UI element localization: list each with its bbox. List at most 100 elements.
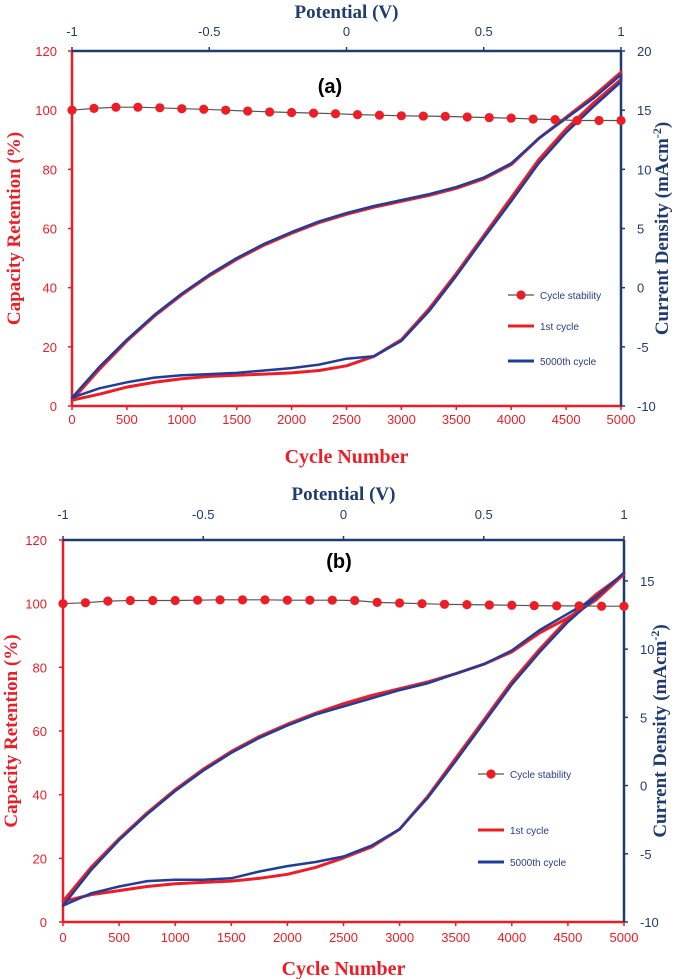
cycle-stability-point (308, 108, 319, 118)
right-axis-title: Current Density (mAcm-2) (650, 122, 673, 335)
cycle-stability-point (506, 113, 516, 123)
cycle-stability-point (440, 111, 450, 121)
cycle-stability-point (282, 595, 292, 605)
cycle-stability-point (439, 599, 450, 609)
right-tick-label: -10 (640, 915, 659, 930)
legend: Cycle stability 1st cycle 5000th cycle (478, 769, 571, 869)
bottom-tick-label: 5000 (610, 930, 639, 945)
cycle-stability-point (594, 115, 604, 126)
cycle-stability-point (352, 110, 363, 120)
right-axis-title-main: Current Density (mAcm (650, 640, 671, 837)
legend-label: 5000th cycle (510, 858, 567, 869)
legend: Cycle stability 1st cycle 5000th cycle (508, 290, 601, 368)
right-tick-label: 10 (637, 162, 651, 177)
bottom-tick-label: 5000 (607, 412, 636, 427)
cycle-stability-point (462, 112, 472, 122)
right-tick-label: 15 (637, 103, 651, 118)
right-axis-title-end: ) (650, 624, 671, 630)
legend-label: 1st cycle (540, 322, 579, 333)
cycle-stability-point (103, 596, 113, 606)
top-axis-title: Potential (V) (292, 484, 396, 505)
right-axis-title-superscript: -2 (648, 631, 662, 641)
bottom-tick-label: 4500 (552, 412, 581, 427)
cycle-stability-point (125, 595, 135, 606)
bottom-tick-label: 0 (59, 930, 66, 945)
right-axis-title: Current Density (mAcm-2) (648, 624, 671, 837)
cycle-stability-point (374, 110, 385, 120)
left-tick-label: 20 (43, 340, 57, 355)
panel-label: (a) (318, 76, 342, 98)
top-tick-label: -0.5 (198, 24, 220, 39)
cycle-stability-point (619, 601, 629, 611)
left-tick-label: 60 (43, 222, 57, 237)
left-tick-label: 0 (50, 399, 57, 414)
right-tick-label: -5 (637, 340, 649, 355)
cycle-stability-point (80, 598, 91, 608)
bottom-tick-label: 2500 (332, 412, 361, 427)
cycle-stability-line (62, 599, 624, 607)
cycle-stability-point (215, 595, 225, 605)
left-tick-label: 60 (33, 724, 47, 739)
cv-1st-cycle-curve (70, 70, 623, 402)
right-tick-label: -10 (637, 399, 656, 414)
bottom-tick-label: 2000 (273, 930, 302, 945)
bottom-tick-label: 2500 (329, 930, 358, 945)
bottom-tick-label: 3500 (442, 412, 471, 427)
cycle-stability-point (199, 104, 209, 114)
left-tick-label: 80 (33, 660, 47, 675)
top-tick-label: -1 (66, 24, 78, 39)
cycle-stability-point (550, 115, 560, 125)
right-tick-label: 20 (637, 44, 651, 59)
bottom-tick-label: 500 (116, 412, 138, 427)
bottom-tick-label: 0 (68, 412, 75, 427)
cycle-stability-point (148, 595, 158, 606)
bottom-tick-label: 3000 (387, 412, 416, 427)
cycle-stability-point (111, 102, 121, 112)
cv-1st-cycle-curve (61, 572, 626, 903)
cycle-stability-point (396, 111, 406, 121)
right-tick-label: -5 (640, 847, 652, 862)
top-tick-label: 1 (620, 507, 627, 522)
left-axis-title: Capacity Retention (%) (1, 634, 22, 827)
bottom-tick-label: 3000 (385, 930, 414, 945)
left-tick-label: 40 (33, 788, 47, 803)
left-tick-label: 100 (25, 597, 47, 612)
cycle-stability-point (484, 112, 494, 123)
bottom-axis-title: Cycle Number (285, 446, 409, 468)
legend-label: Cycle stability (540, 291, 601, 302)
cycle-stability-line (71, 106, 621, 122)
cycle-stability-point (58, 599, 68, 609)
legend-label: 1st cycle (510, 826, 549, 837)
left-tick-label: 80 (43, 162, 57, 177)
cycle-stability-point (484, 600, 494, 610)
left-tick-label: 120 (25, 533, 47, 548)
bottom-axis-title: Cycle Number (282, 958, 406, 979)
cycle-stability-point (572, 115, 582, 126)
right-axis-title-superscript: -2 (650, 128, 664, 138)
top-tick-label: -0.5 (192, 507, 214, 522)
bottom-tick-label: 4500 (553, 930, 582, 945)
panel-label: (b) (326, 551, 352, 573)
cycle-stability-point (177, 104, 187, 114)
left-tick-label: 40 (43, 281, 57, 296)
cycle-stability-point (372, 597, 382, 607)
bottom-tick-label: 1500 (222, 412, 251, 427)
top-tick-label: -1 (57, 507, 69, 522)
cycle-stability-point (330, 109, 341, 119)
cycle-stability-point (67, 105, 77, 115)
cycle-stability-point (616, 115, 626, 126)
legend-stability-marker (516, 290, 526, 300)
cv-5000th-cycle-curve (70, 73, 623, 399)
left-axis-title: Capacity Retention (%) (4, 132, 25, 325)
cycle-stability-point (350, 595, 360, 606)
cycle-stability-point (305, 595, 315, 605)
bottom-tick-label: 1500 (217, 930, 246, 945)
cycle-stability-point (417, 599, 427, 609)
bottom-tick-label: 2000 (277, 412, 306, 427)
left-tick-label: 100 (35, 103, 57, 118)
top-tick-label: 0.5 (475, 24, 493, 39)
cycle-stability-point (260, 595, 270, 605)
top-tick-label: 1 (617, 24, 624, 39)
right-tick-label: 15 (640, 574, 654, 589)
